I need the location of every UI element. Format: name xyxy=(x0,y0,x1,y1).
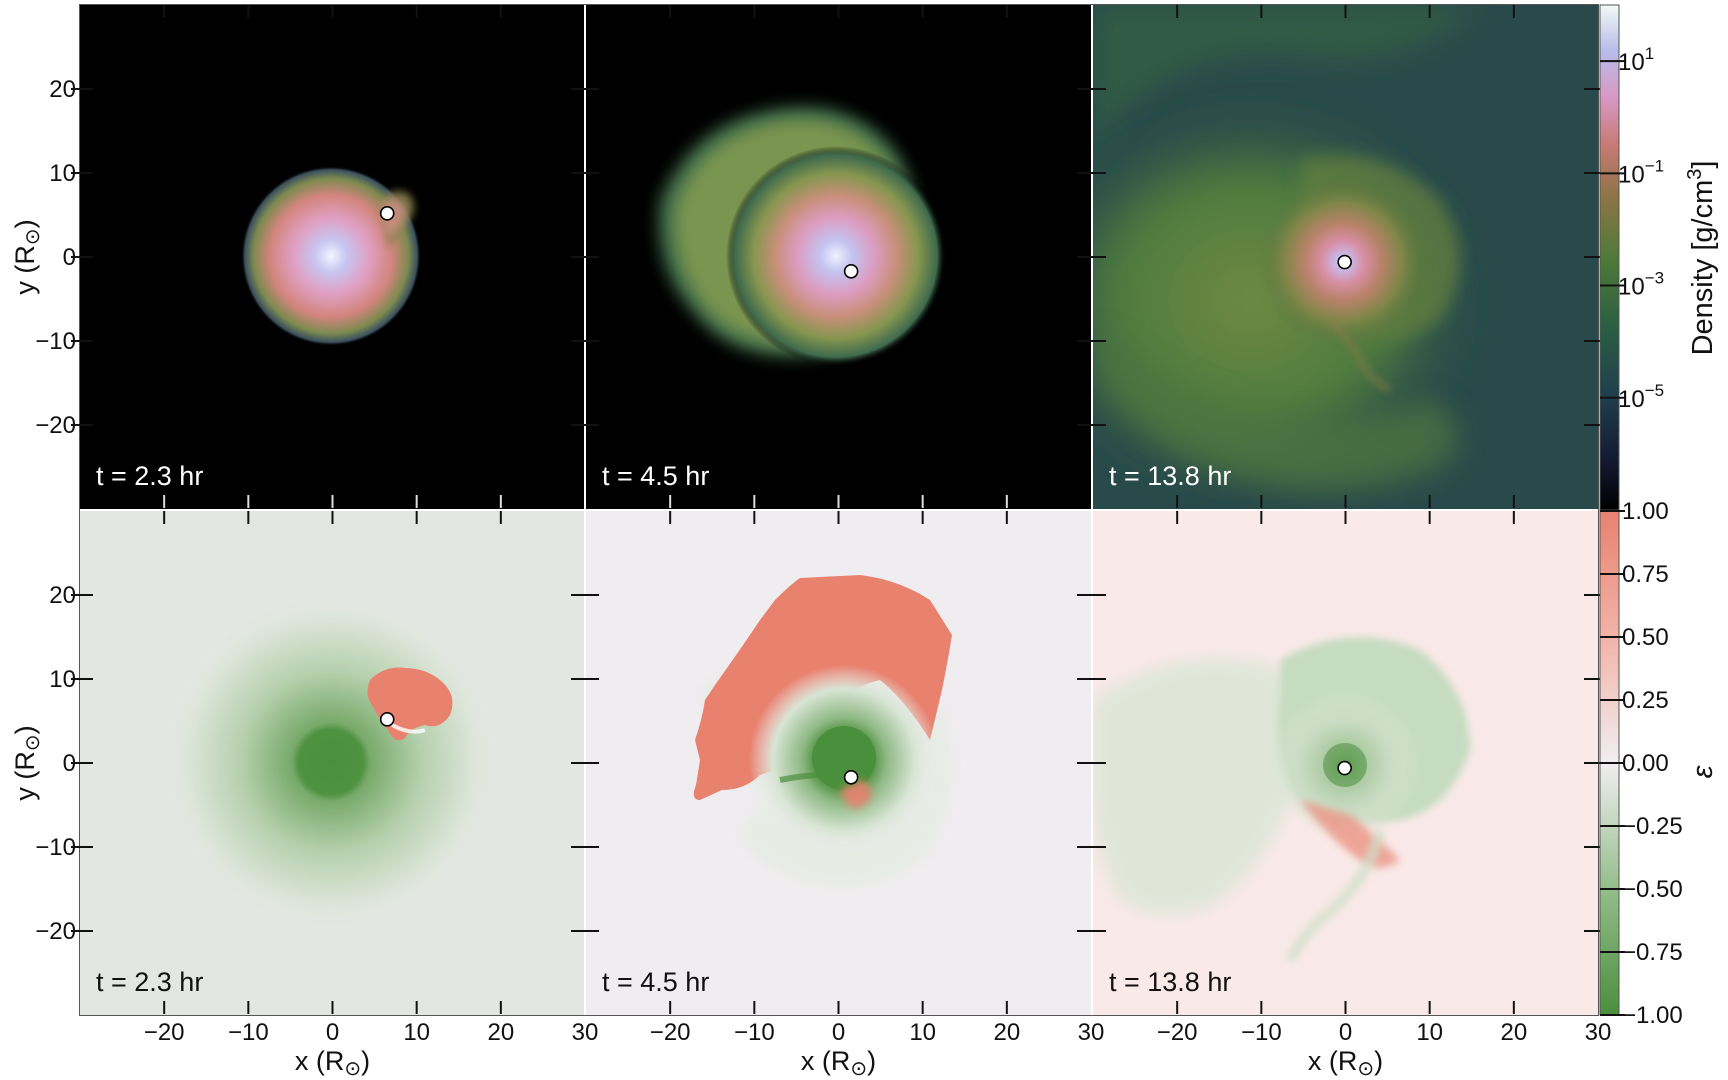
x-tick-label: 0 xyxy=(326,1019,339,1046)
x-tick-label: 30 xyxy=(1078,1019,1105,1046)
y-tick-label: 20 xyxy=(49,76,76,103)
epsilon-colorbar-tick-label: −0.75 xyxy=(1622,939,1683,966)
epsilon-colorbar-tick-label: −1.00 xyxy=(1622,1002,1683,1029)
x-tick-label: −10 xyxy=(1241,1019,1282,1046)
density-colorbar-label: Density [g/cm3] xyxy=(1684,161,1719,356)
plot-frame xyxy=(79,4,1599,1016)
y-tick-label: −10 xyxy=(35,834,76,861)
time-label: t = 2.3 hr xyxy=(96,967,203,997)
companion-star-marker xyxy=(379,206,395,221)
companion-star-marker xyxy=(843,769,859,785)
x-tick-label: 20 xyxy=(487,1019,514,1046)
time-label: t = 13.8 hr xyxy=(1109,461,1231,491)
density-panel-3 xyxy=(1093,5,1598,509)
x-axis-label: x (R⊙) xyxy=(801,1046,876,1080)
x-tick-label: 0 xyxy=(1339,1019,1352,1046)
x-tick-label: −20 xyxy=(1157,1019,1198,1046)
x-axis-label: x (R⊙) xyxy=(295,1046,370,1080)
x-tick-label: −10 xyxy=(228,1019,269,1046)
density-colorbar-tick-label: 10−5 xyxy=(1618,381,1664,413)
density-panel-2 xyxy=(586,5,1091,509)
density-panel-1 xyxy=(80,5,584,509)
y-tick-label: 20 xyxy=(49,582,76,609)
companion-star-marker xyxy=(1337,760,1352,776)
time-label: t = 13.8 hr xyxy=(1109,967,1231,997)
companion-star-marker xyxy=(843,263,859,279)
epsilon-colorbar-tick-label: 0.75 xyxy=(1622,561,1669,588)
epsilon-panel-2 xyxy=(586,511,1091,1015)
companion-star-marker xyxy=(379,712,395,727)
x-tick-label: 20 xyxy=(1500,1019,1527,1046)
time-label: t = 2.3 hr xyxy=(96,461,203,491)
epsilon-panel-1 xyxy=(80,511,584,1015)
epsilon-colorbar-tick-label: 0.00 xyxy=(1622,750,1669,777)
y-tick-label: 10 xyxy=(49,666,76,693)
epsilon-colorbar-label: ε xyxy=(1687,764,1719,778)
density-colorbar-tick-label: 10−3 xyxy=(1618,269,1664,301)
y-tick-label: −20 xyxy=(35,918,76,945)
x-tick-label: 20 xyxy=(993,1019,1020,1046)
x-axis-label: x (R⊙) xyxy=(1308,1046,1383,1080)
y-tick-label: 0 xyxy=(63,750,76,777)
y-axis-label: y (R⊙) xyxy=(10,725,44,800)
epsilon-colorbar-tick-label: −0.25 xyxy=(1622,813,1683,840)
epsilon-colorbar-tick-label: 0.25 xyxy=(1622,687,1669,714)
x-tick-label: −20 xyxy=(144,1019,185,1046)
epsilon-colorbar-tick-label: 0.50 xyxy=(1622,624,1669,651)
epsilon-colorbar-tick-label: −0.50 xyxy=(1622,876,1683,903)
x-tick-label: −10 xyxy=(734,1019,775,1046)
x-tick-label: 10 xyxy=(909,1019,936,1046)
x-tick-label: 30 xyxy=(1585,1019,1612,1046)
epsilon-colorbar-tick-label: 1.00 xyxy=(1622,498,1669,525)
x-tick-label: 30 xyxy=(572,1019,599,1046)
y-tick-label: −20 xyxy=(35,412,76,439)
x-tick-label: 10 xyxy=(403,1019,430,1046)
x-tick-label: 0 xyxy=(832,1019,845,1046)
density-colorbar-tick-label: 101 xyxy=(1618,44,1654,76)
y-tick-label: −10 xyxy=(35,328,76,355)
density-colorbar xyxy=(1599,4,1620,511)
companion-star-marker xyxy=(1337,254,1352,270)
x-tick-label: 10 xyxy=(1416,1019,1443,1046)
x-tick-label: −20 xyxy=(650,1019,691,1046)
y-axis-label: y (R⊙) xyxy=(10,219,44,294)
time-label: t = 4.5 hr xyxy=(602,967,709,997)
density-colorbar-tick-label: 10−1 xyxy=(1618,156,1664,188)
time-label: t = 4.5 hr xyxy=(602,461,709,491)
y-tick-label: 10 xyxy=(49,160,76,187)
y-tick-label: 0 xyxy=(63,244,76,271)
